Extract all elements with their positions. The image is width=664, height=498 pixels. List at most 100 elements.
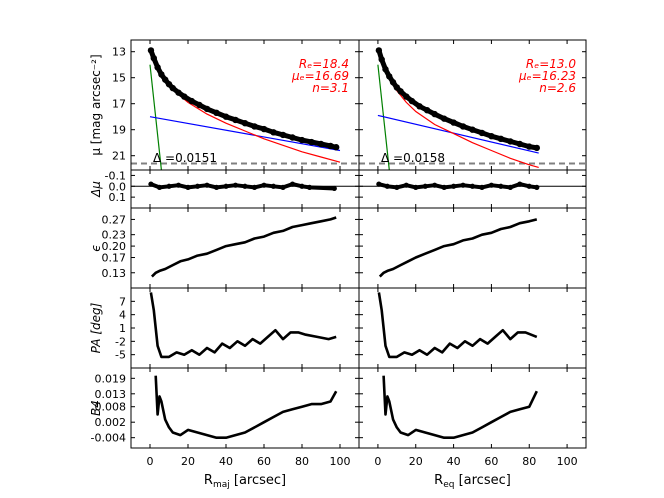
x-tick-label: 60 [484, 455, 498, 468]
left-b4-frame [130, 367, 360, 449]
data-point [169, 84, 176, 92]
data-point [213, 109, 220, 117]
data-point [526, 143, 533, 150]
rms-residual-label: Δ =0.0158 [381, 151, 445, 165]
y-tick-label: 21 [112, 150, 126, 163]
data-point [308, 138, 315, 146]
data-point [260, 125, 268, 133]
data-point [333, 144, 340, 151]
data-point [507, 138, 514, 145]
right-eps-plot [378, 218, 538, 278]
right-dmu-frame [358, 169, 587, 209]
y-tick-label: 0.23 [102, 229, 127, 242]
x-tick-label: 40 [447, 455, 461, 468]
x-tick-label: 0 [147, 455, 154, 468]
right-dmu-plot [359, 181, 586, 190]
left-mu-plot [131, 47, 359, 170]
data-point [403, 93, 410, 100]
b4-profile-line [382, 375, 538, 439]
data-point [251, 123, 258, 130]
data-point [408, 97, 416, 105]
effective-radius-label: Rₑ=13.0 [526, 57, 576, 71]
b4-profile-line [154, 375, 338, 439]
data-point [203, 105, 211, 113]
y-tick-label: 0.019 [95, 372, 127, 385]
rms-residual-label: Δ =0.0151 [153, 151, 217, 165]
x-tick-label: 100 [330, 455, 351, 468]
effective-radius-label: Rₑ=18.4 [299, 57, 349, 71]
pa-axis-label: PA [deg] [89, 302, 103, 353]
data-point [162, 76, 169, 83]
right-panel: 0 20 40 60 80 100 Rₑ=13.0μₑ=16.23n=2.6 Δ =0.015… [358, 39, 587, 468]
effective-surface-brightness-label: μₑ=16.69 [291, 69, 349, 83]
right-b4-plot [382, 375, 538, 439]
exponential-component-line [149, 116, 341, 152]
y-tick-label: 0.20 [102, 240, 127, 253]
data-point [389, 79, 397, 86]
data-point [416, 103, 423, 110]
y-tick-label: -2 [115, 335, 126, 348]
y-tick-label: 0.0 [109, 180, 127, 193]
x-tick-label: 0 [374, 455, 381, 468]
y-tick-label: -5 [115, 349, 126, 362]
eps-profile-line [378, 218, 538, 278]
data-point [188, 97, 195, 105]
data-point [497, 135, 505, 142]
data-point [158, 71, 165, 78]
data-point [175, 89, 182, 96]
residual-line [150, 182, 335, 191]
y-tick-label: 0.27 [102, 213, 127, 226]
left-panel: 1315171921-0.10.00.10.130.170.200.230.27… [91, 39, 360, 468]
data-point [431, 110, 438, 118]
y-tick-label: 17 [112, 98, 126, 111]
eps-axis-label: ϵ [89, 244, 103, 251]
effective-surface-brightness-label: μₑ=16.23 [518, 69, 576, 83]
data-point [196, 101, 203, 109]
residual-line [378, 182, 538, 190]
data-point [181, 93, 188, 100]
left-dmu-plot [131, 181, 359, 192]
right-eps-frame [358, 207, 587, 289]
left-b4-plot [154, 375, 338, 439]
right-pa-plot [377, 292, 538, 359]
data-point [386, 73, 393, 80]
data-point [533, 144, 541, 152]
data-point [450, 119, 457, 126]
right-x-axis-label: Req [arcsec] [434, 473, 511, 490]
mu-axis-label: μ [mag arcsec⁻²] [89, 54, 103, 155]
dmu-axis-label: Δμ [89, 181, 103, 198]
x-tick-label: 100 [557, 455, 578, 468]
y-tick-label: -0.1 [105, 169, 126, 182]
x-tick-label: 40 [219, 455, 233, 468]
sersic-index-label: n=3.1 [312, 81, 349, 95]
data-point [317, 140, 325, 148]
data-point [327, 142, 334, 150]
data-point [382, 66, 389, 73]
y-tick-label: 0.008 [95, 401, 127, 414]
data-point [147, 47, 155, 54]
data-point [279, 131, 287, 139]
x-tick-label: 80 [295, 455, 309, 468]
data-point [232, 116, 239, 124]
surface-brightness-profile [376, 47, 540, 151]
y-tick-label: 4 [119, 309, 126, 322]
y-tick-label: 13 [112, 46, 126, 59]
data-point [469, 126, 476, 133]
data-point [516, 140, 523, 148]
data-point [375, 47, 383, 54]
left-x-axis-label: Rmaj [arcsec] [204, 473, 286, 490]
y-tick-label: 0.002 [95, 416, 127, 429]
y-tick-label: 15 [112, 72, 126, 85]
right-b4-frame [358, 367, 587, 449]
y-tick-label: -0.004 [91, 432, 126, 445]
b4-axis-label: B4 [89, 400, 103, 416]
x-tick-label: 20 [409, 455, 423, 468]
y-tick-label: 0.1 [109, 191, 127, 204]
data-point [154, 64, 161, 71]
data-point [459, 123, 467, 130]
y-tick-label: 19 [112, 124, 126, 137]
left-eps-plot [150, 216, 337, 278]
left-pa-plot [149, 292, 337, 359]
x-tick-label: 80 [522, 455, 536, 468]
